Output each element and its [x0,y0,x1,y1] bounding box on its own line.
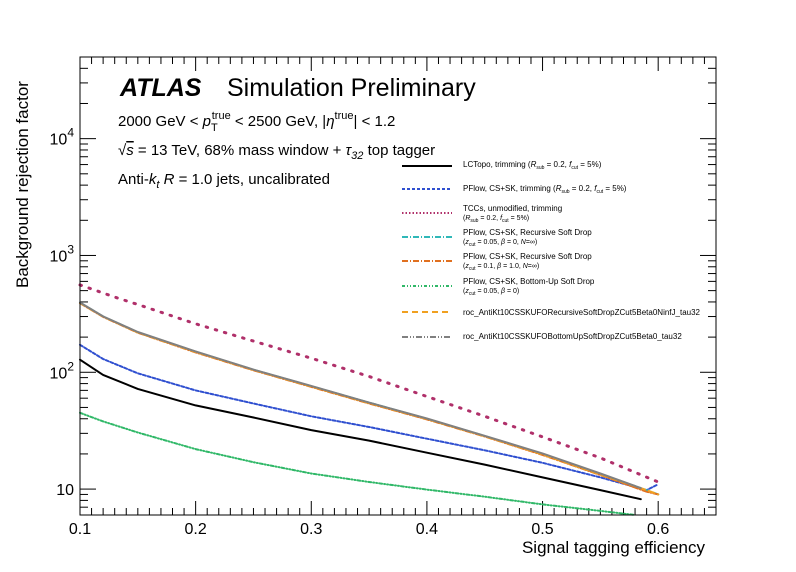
y-tick-label: 10 [56,482,74,499]
x-axis-title: Signal tagging efficiency [522,538,706,557]
legend-label-lctopo: LCTopo, trimming (Rsub = 0.2, fcut = 5%) [463,160,602,171]
x-tick-label: 0.6 [647,521,669,538]
axis-ticks [79,56,717,516]
legend-label-rsd-1: PFlow, CS+SK, Recursive Soft Drop [463,228,592,237]
plot-frame [79,56,717,516]
y-tick-label: 104 [50,126,75,149]
y-tick-labels: 10 102 103 104 [50,126,75,499]
annotation-line-2: √s = 13 TeV, 68% mass window + τ32 top t… [118,142,435,162]
x-tick-labels: 0.1 0.2 0.3 0.4 0.5 0.6 [69,521,670,538]
series-line-7 [79,301,642,490]
legend-label-rsd-2: PFlow, CS+SK, Recursive Soft Drop [463,252,592,261]
series-line-1 [79,343,660,492]
x-tick-label: 0.2 [185,521,207,538]
x-tick-label: 0.4 [416,521,438,538]
legend-label-roc-rsd: roc_AntiKt10CSSKUFORecursiveSoftDropZCut… [463,308,701,317]
annotation-line-1: 2000 GeV < pTtrue < 2500 GeV, |ηtrue| < … [118,110,395,134]
atlas-label: ATLAS [119,74,202,102]
legend-label-bu-sd-params: (zcut = 0.05, β = 0) [463,288,519,297]
series-line-0 [79,358,642,501]
annotation-line-3: Anti-kt R = 1.0 jets, uncalibrated [118,171,330,191]
legend-label-rsd-2-params: (zcut = 0.1, β = 1.0, N=∞) [463,263,539,272]
series-layer [78,283,660,516]
series-line-5 [79,411,637,516]
legend-label-rsd-1-params: (zcut = 0.05, β = 0, N=∞) [463,239,537,248]
legend-label-roc-bu: roc_AntiKt10CSSKUFOBottomUpSoftDropZCut5… [463,332,682,341]
y-tick-label: 102 [50,359,75,382]
x-tick-label: 0.1 [69,521,91,538]
plot-border [79,56,717,516]
series-line-2 [78,283,660,484]
x-tick-label: 0.3 [300,521,322,538]
legend-label-tcc-params: (Rsub = 0.2, fcut = 5%) [463,215,529,224]
legend-label-bu-sd: PFlow, CS+SK, Bottom-Up Soft Drop [463,277,595,286]
simulation-label: Simulation Preliminary [227,74,476,102]
legend-label-tcc: TCCs, unmodified, trimming [463,204,562,213]
y-axis-title: Background rejection factor [13,81,32,288]
x-tick-label: 0.5 [531,521,553,538]
legend-label-pflow-trim: PFlow, CS+SK, trimming (Rsub = 0.2, fcut… [463,184,627,195]
legend: LCTopo, trimming (Rsub = 0.2, fcut = 5%)… [402,160,701,341]
y-tick-label: 103 [50,242,75,265]
